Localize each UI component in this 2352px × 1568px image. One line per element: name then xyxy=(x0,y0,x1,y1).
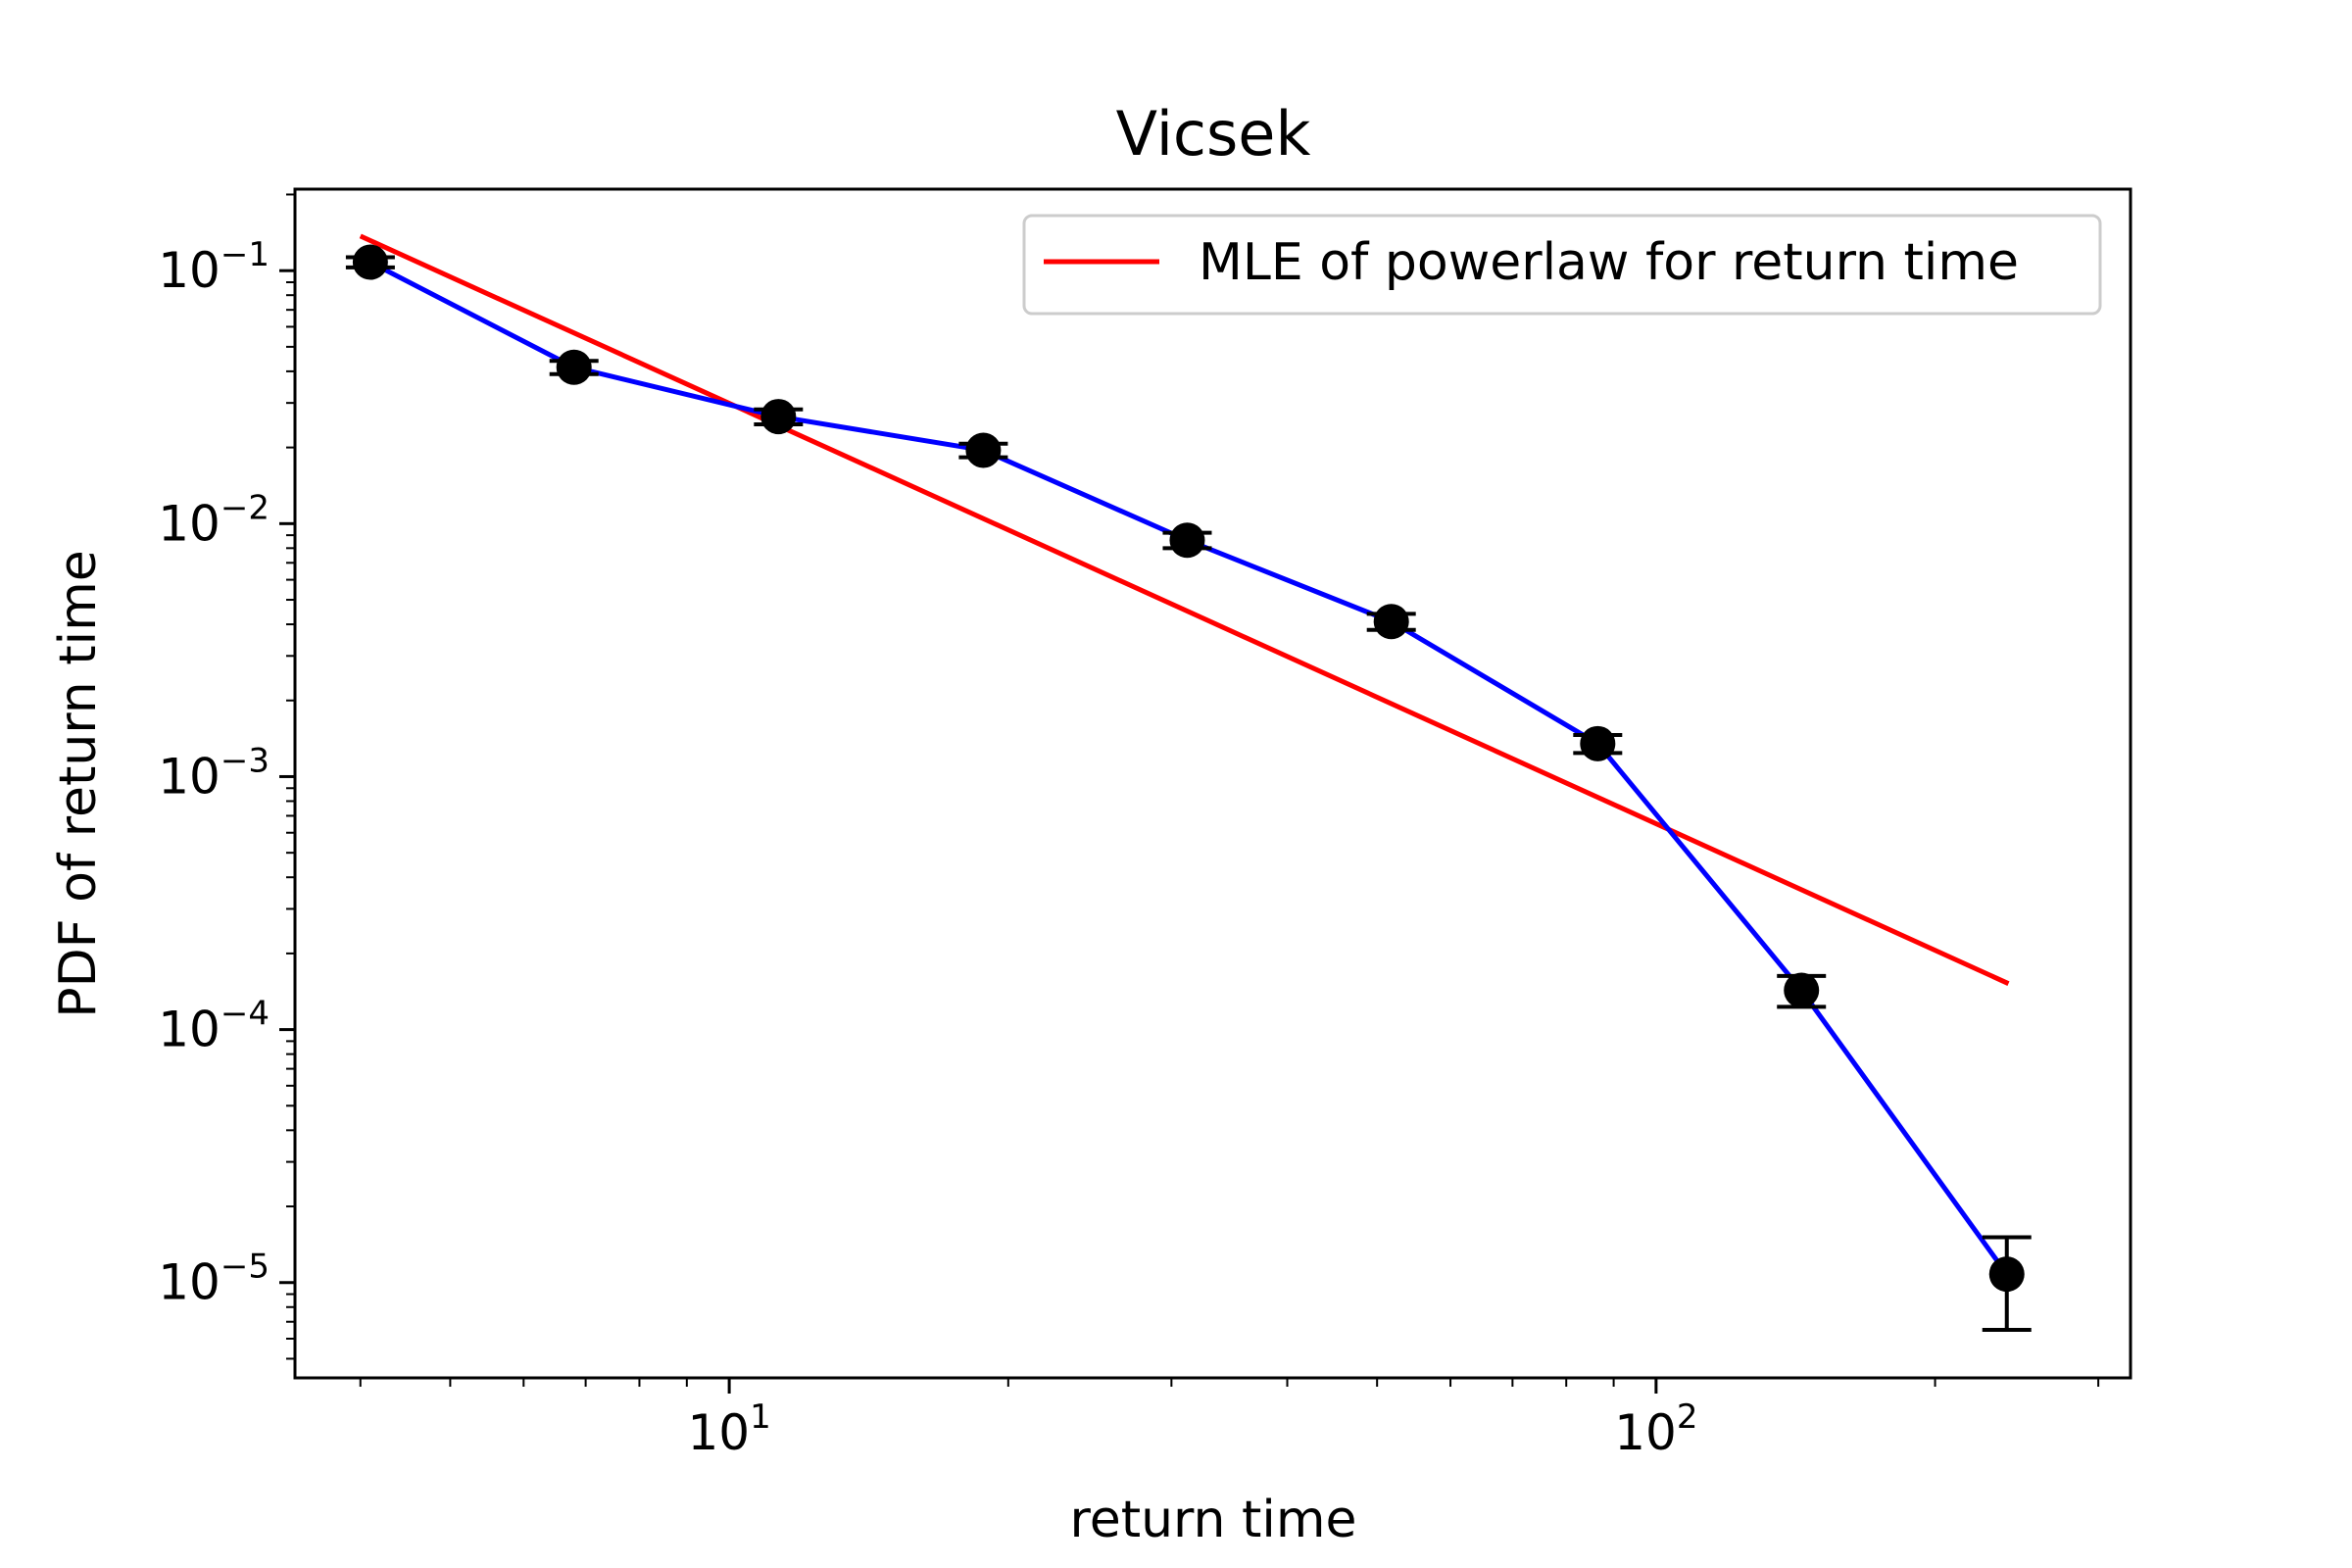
y-axis-label: PDF of return time xyxy=(49,550,108,1018)
data-point xyxy=(1580,725,1616,761)
y-tick-label: 10−3 xyxy=(158,741,270,805)
y-tick-label: 10−2 xyxy=(158,488,270,552)
y-tick-label: 10−5 xyxy=(158,1248,270,1311)
axis-ticks: 101 102 10−1 10−2 10−3 10−4 10−5 xyxy=(158,193,2100,1461)
data-point xyxy=(1169,522,1205,559)
legend-label-fit: MLE of powerlaw for return time xyxy=(1199,233,2019,292)
data-point xyxy=(965,432,1002,468)
y-tick-label: 10−1 xyxy=(158,235,270,299)
plot-area xyxy=(345,233,2032,1333)
data-point xyxy=(760,399,797,435)
plot-frame xyxy=(293,187,2132,1380)
chart-title: Vicsek xyxy=(1116,98,1311,170)
x-axis-label: return time xyxy=(1069,1491,1356,1549)
data-line xyxy=(368,260,2009,1276)
legend: MLE of powerlaw for return time xyxy=(1022,214,2102,316)
y-tick-label: 10−4 xyxy=(158,995,270,1058)
data-point xyxy=(1988,1256,2025,1293)
data-point xyxy=(1784,972,1820,1008)
legend-box xyxy=(1022,214,2102,316)
data-point xyxy=(1373,604,1409,640)
x-tick-label: 101 xyxy=(687,1397,770,1461)
x-tick-label: 102 xyxy=(1614,1397,1697,1461)
data-point xyxy=(556,349,592,385)
data-point xyxy=(352,244,388,280)
fit-line xyxy=(359,233,2010,986)
